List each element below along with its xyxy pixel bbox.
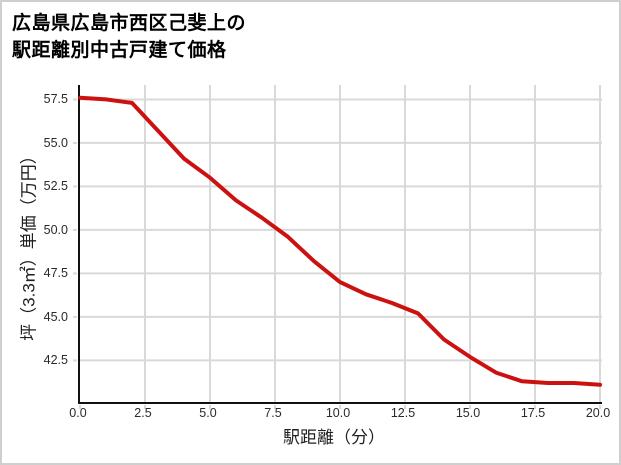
chart-title-line1: 広島県広島市西区己斐上の (12, 13, 247, 34)
x-tick-label: 20.0 (585, 406, 611, 420)
x-tick-label: 7.5 (264, 406, 282, 420)
x-tick-label: 15.0 (455, 406, 481, 420)
y-tick-label: 52.5 (43, 179, 68, 194)
line-chart-svg (73, 85, 602, 409)
chart-title-line2: 駅距離別中古戸建て価格 (12, 40, 227, 61)
y-tick-label: 45.0 (43, 309, 68, 324)
y-tick-label: 42.5 (43, 353, 68, 368)
y-axis-title: 坪（3.3㎡）単価（万円） (19, 147, 39, 341)
y-tick-label: 50.0 (43, 222, 68, 237)
chart-title: 広島県広島市西区己斐上の 駅距離別中古戸建て価格 (12, 10, 246, 64)
x-tick-label: 12.5 (390, 406, 416, 420)
x-tick-label: 0.0 (69, 406, 87, 420)
plot-area (73, 85, 602, 409)
x-axis-title: 駅距離（分） (283, 428, 385, 447)
x-tick-label: 10.0 (325, 406, 351, 420)
y-tick-label: 47.5 (43, 266, 68, 281)
price-line-series (78, 95, 602, 387)
y-tick-label: 55.0 (43, 135, 68, 150)
y-tick-label: 57.5 (43, 92, 68, 107)
x-tick-label: 2.5 (134, 406, 152, 420)
x-tick-label: 17.5 (520, 406, 546, 420)
x-tick-label: 5.0 (199, 406, 217, 420)
